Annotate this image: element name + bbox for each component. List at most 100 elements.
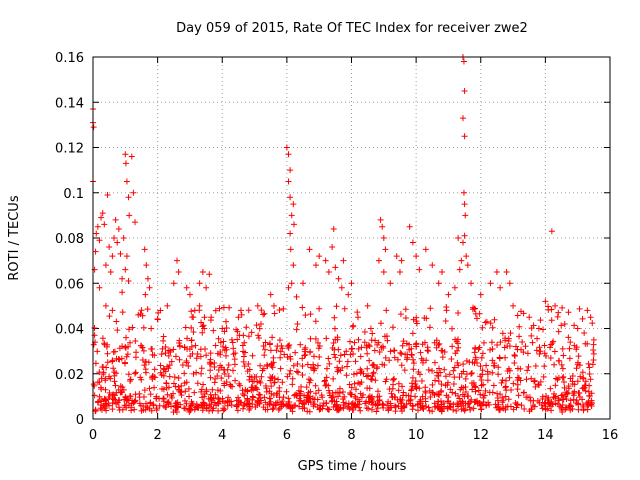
data-point: [141, 246, 148, 253]
data-point: [210, 327, 217, 334]
data-point: [215, 396, 222, 403]
data-point: [528, 325, 535, 332]
data-point: [104, 350, 111, 357]
data-point: [590, 336, 597, 343]
data-point: [157, 307, 164, 314]
data-point: [125, 277, 132, 284]
data-point: [406, 223, 413, 230]
data-point: [239, 342, 246, 349]
data-point: [189, 314, 196, 321]
data-point: [188, 324, 195, 331]
data-point: [383, 376, 390, 383]
data-point: [413, 314, 420, 321]
data-point: [176, 343, 183, 350]
data-point: [380, 235, 387, 241]
data-point: [320, 403, 327, 410]
data-point: [407, 397, 414, 404]
data-point: [231, 361, 238, 368]
data-point: [491, 316, 498, 323]
data-point: [115, 397, 122, 404]
data-point: [312, 382, 319, 389]
data-point: [137, 402, 144, 409]
data-point: [119, 389, 126, 396]
data-point: [539, 393, 546, 400]
data-point: [245, 333, 252, 340]
data-point: [373, 408, 380, 415]
data-point: [462, 212, 469, 219]
data-point: [141, 387, 148, 394]
data-point: [281, 351, 288, 358]
data-point: [326, 406, 333, 413]
data-point: [395, 387, 402, 394]
data-point: [526, 394, 533, 401]
data-point: [133, 349, 140, 356]
data-point: [188, 308, 195, 315]
data-point: [506, 280, 513, 287]
data-point: [506, 374, 513, 381]
data-point: [286, 398, 293, 405]
data-point: [560, 396, 567, 403]
data-point: [188, 343, 195, 350]
data-point: [267, 291, 274, 298]
data-point: [462, 400, 469, 407]
data-point: [343, 372, 350, 379]
data-point: [149, 373, 156, 380]
data-point: [127, 376, 134, 383]
data-point: [352, 393, 359, 400]
data-point: [143, 369, 150, 376]
data-point: [582, 387, 589, 394]
data-point: [162, 350, 169, 357]
data-point: [287, 167, 294, 174]
data-point: [240, 348, 247, 355]
data-point: [382, 354, 389, 361]
data-point: [355, 379, 362, 386]
data-point: [377, 320, 384, 327]
data-point: [544, 397, 551, 404]
data-point: [364, 350, 371, 357]
data-point: [94, 399, 101, 406]
data-point: [198, 319, 205, 326]
data-point: [365, 399, 372, 406]
data-point: [374, 388, 381, 395]
data-point: [387, 280, 394, 287]
data-point: [113, 400, 120, 407]
data-point: [276, 388, 283, 395]
data-point: [194, 405, 201, 411]
data-point: [347, 389, 354, 396]
data-point: [580, 407, 587, 414]
data-point: [564, 390, 571, 397]
data-point: [472, 354, 479, 361]
data-point: [468, 380, 475, 387]
data-point: [535, 325, 542, 332]
data-point: [322, 377, 329, 384]
data-point: [336, 358, 343, 365]
data-point: [385, 406, 392, 413]
data-point: [581, 330, 588, 337]
data-point: [573, 397, 580, 404]
data-point: [449, 389, 456, 396]
data-point: [215, 335, 222, 342]
data-point: [312, 262, 319, 269]
data-point: [450, 401, 457, 408]
data-point: [571, 381, 578, 388]
data-point: [438, 347, 445, 354]
data-point: [508, 386, 515, 393]
data-point: [140, 324, 147, 331]
data-point: [552, 400, 559, 407]
data-point: [371, 347, 378, 354]
data-point: [456, 266, 463, 273]
data-point: [395, 380, 402, 387]
data-point: [183, 359, 190, 366]
data-point: [106, 389, 113, 396]
data-point: [165, 384, 172, 391]
data-point: [306, 408, 313, 415]
data-point: [262, 339, 269, 346]
data-point: [91, 325, 98, 332]
data-point: [262, 399, 269, 406]
data-point: [207, 367, 214, 374]
data-point: [269, 374, 276, 381]
data-point: [249, 378, 256, 385]
data-point: [312, 335, 319, 342]
data-point: [170, 280, 177, 287]
data-point: [554, 313, 561, 320]
